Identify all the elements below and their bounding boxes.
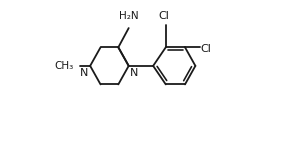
Text: N: N (130, 68, 139, 78)
Text: Cl: Cl (159, 11, 170, 21)
Text: Cl: Cl (201, 44, 211, 54)
Text: CH₃: CH₃ (55, 61, 74, 71)
Text: N: N (80, 68, 88, 78)
Text: H₂N: H₂N (119, 11, 139, 21)
